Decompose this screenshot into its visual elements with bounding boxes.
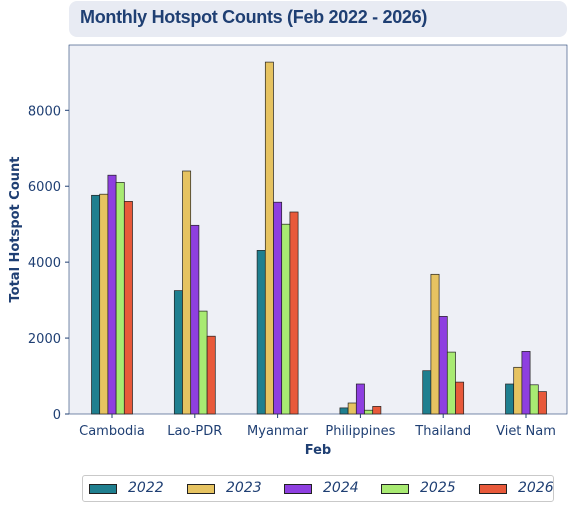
bar-myanmar-2026 xyxy=(289,211,299,415)
x-tick-label: Cambodia xyxy=(79,424,145,439)
y-tick-label: 6000 xyxy=(28,180,61,195)
legend-label: 2024 xyxy=(323,480,359,496)
x-tick-label: Philippines xyxy=(325,424,395,439)
legend-swatch xyxy=(479,484,507,494)
bar-viet-nam-2023 xyxy=(513,366,523,415)
legend-label: 2022 xyxy=(128,480,164,496)
legend-swatch xyxy=(284,484,312,494)
legend-swatch xyxy=(89,484,117,494)
bar-lao-pdr-2024 xyxy=(190,224,200,415)
legend: 2022 2023 2024 2025 2026 xyxy=(82,475,554,502)
chart-title-box: Monthly Hotspot Counts (Feb 2022 - 2026) xyxy=(69,1,567,37)
y-tick-label: 8000 xyxy=(28,104,61,119)
bar-myanmar-2023 xyxy=(264,61,274,415)
bar-cambodia-2022 xyxy=(91,194,101,415)
bar-philippines-2025 xyxy=(364,409,374,415)
bar-thailand-2024 xyxy=(438,316,448,415)
y-tick-label: 4000 xyxy=(28,256,61,271)
x-tick-label: Lao-PDR xyxy=(167,424,222,439)
bar-lao-pdr-2022 xyxy=(173,290,183,415)
legend-swatch xyxy=(381,484,409,494)
x-tick-label: Myanmar xyxy=(247,424,309,439)
y-tick-label: 0 xyxy=(53,408,61,423)
bar-viet-nam-2024 xyxy=(521,351,531,415)
bar-lao-pdr-2023 xyxy=(182,170,192,415)
x-tick-label: Viet Nam xyxy=(496,424,556,439)
bar-philippines-2026 xyxy=(372,406,382,415)
bar-myanmar-2024 xyxy=(273,201,283,415)
bar-philippines-2024 xyxy=(355,383,365,415)
bar-myanmar-2025 xyxy=(281,223,291,415)
legend-label: 2023 xyxy=(226,480,262,496)
x-tick-label: Thailand xyxy=(414,424,471,439)
bar-thailand-2022 xyxy=(422,370,432,415)
bar-thailand-2025 xyxy=(446,351,456,415)
bar-thailand-2023 xyxy=(430,273,440,415)
legend-label: 2026 xyxy=(518,480,554,496)
bar-philippines-2023 xyxy=(347,402,357,415)
plot-area xyxy=(68,44,568,415)
bar-cambodia-2023 xyxy=(99,193,109,415)
x-axis-title: Feb xyxy=(305,443,331,458)
bar-philippines-2022 xyxy=(339,407,349,415)
bar-myanmar-2022 xyxy=(256,250,266,415)
bar-lao-pdr-2025 xyxy=(198,310,208,415)
bar-cambodia-2024 xyxy=(107,174,117,415)
y-tick-label: 2000 xyxy=(28,332,61,347)
legend-swatch xyxy=(187,484,215,494)
bar-viet-nam-2025 xyxy=(529,384,539,415)
bar-thailand-2026 xyxy=(455,381,465,415)
bar-lao-pdr-2026 xyxy=(206,335,216,415)
bar-viet-nam-2022 xyxy=(505,383,515,415)
y-axis-title: Total Hotspot Count xyxy=(8,157,23,303)
chart-title: Monthly Hotspot Counts (Feb 2022 - 2026) xyxy=(80,7,428,27)
bar-cambodia-2026 xyxy=(123,201,133,415)
legend-label: 2025 xyxy=(420,480,456,496)
bar-viet-nam-2026 xyxy=(537,391,547,415)
bar-cambodia-2025 xyxy=(115,182,125,415)
